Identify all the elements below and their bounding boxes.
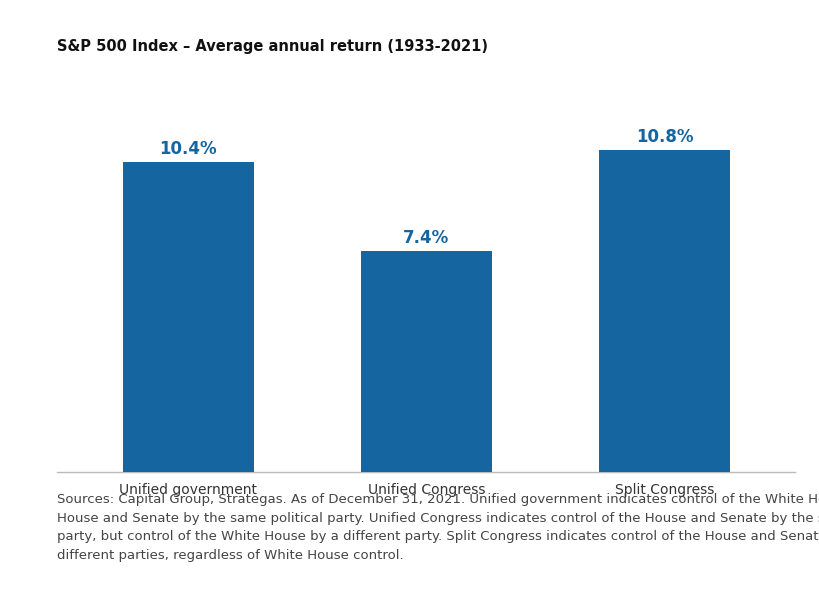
Bar [360,252,491,472]
Bar [123,162,254,472]
Bar [598,150,729,472]
Text: 10.8%: 10.8% [635,128,692,146]
Text: 7.4%: 7.4% [403,229,449,247]
Text: S&P 500 Index – Average annual return (1933-2021): S&P 500 Index – Average annual return (1… [57,39,488,54]
Text: 10.4%: 10.4% [160,140,217,158]
Text: Sources: Capital Group, Strategas. As of December 31, 2021. Unified government i: Sources: Capital Group, Strategas. As of… [57,493,819,561]
